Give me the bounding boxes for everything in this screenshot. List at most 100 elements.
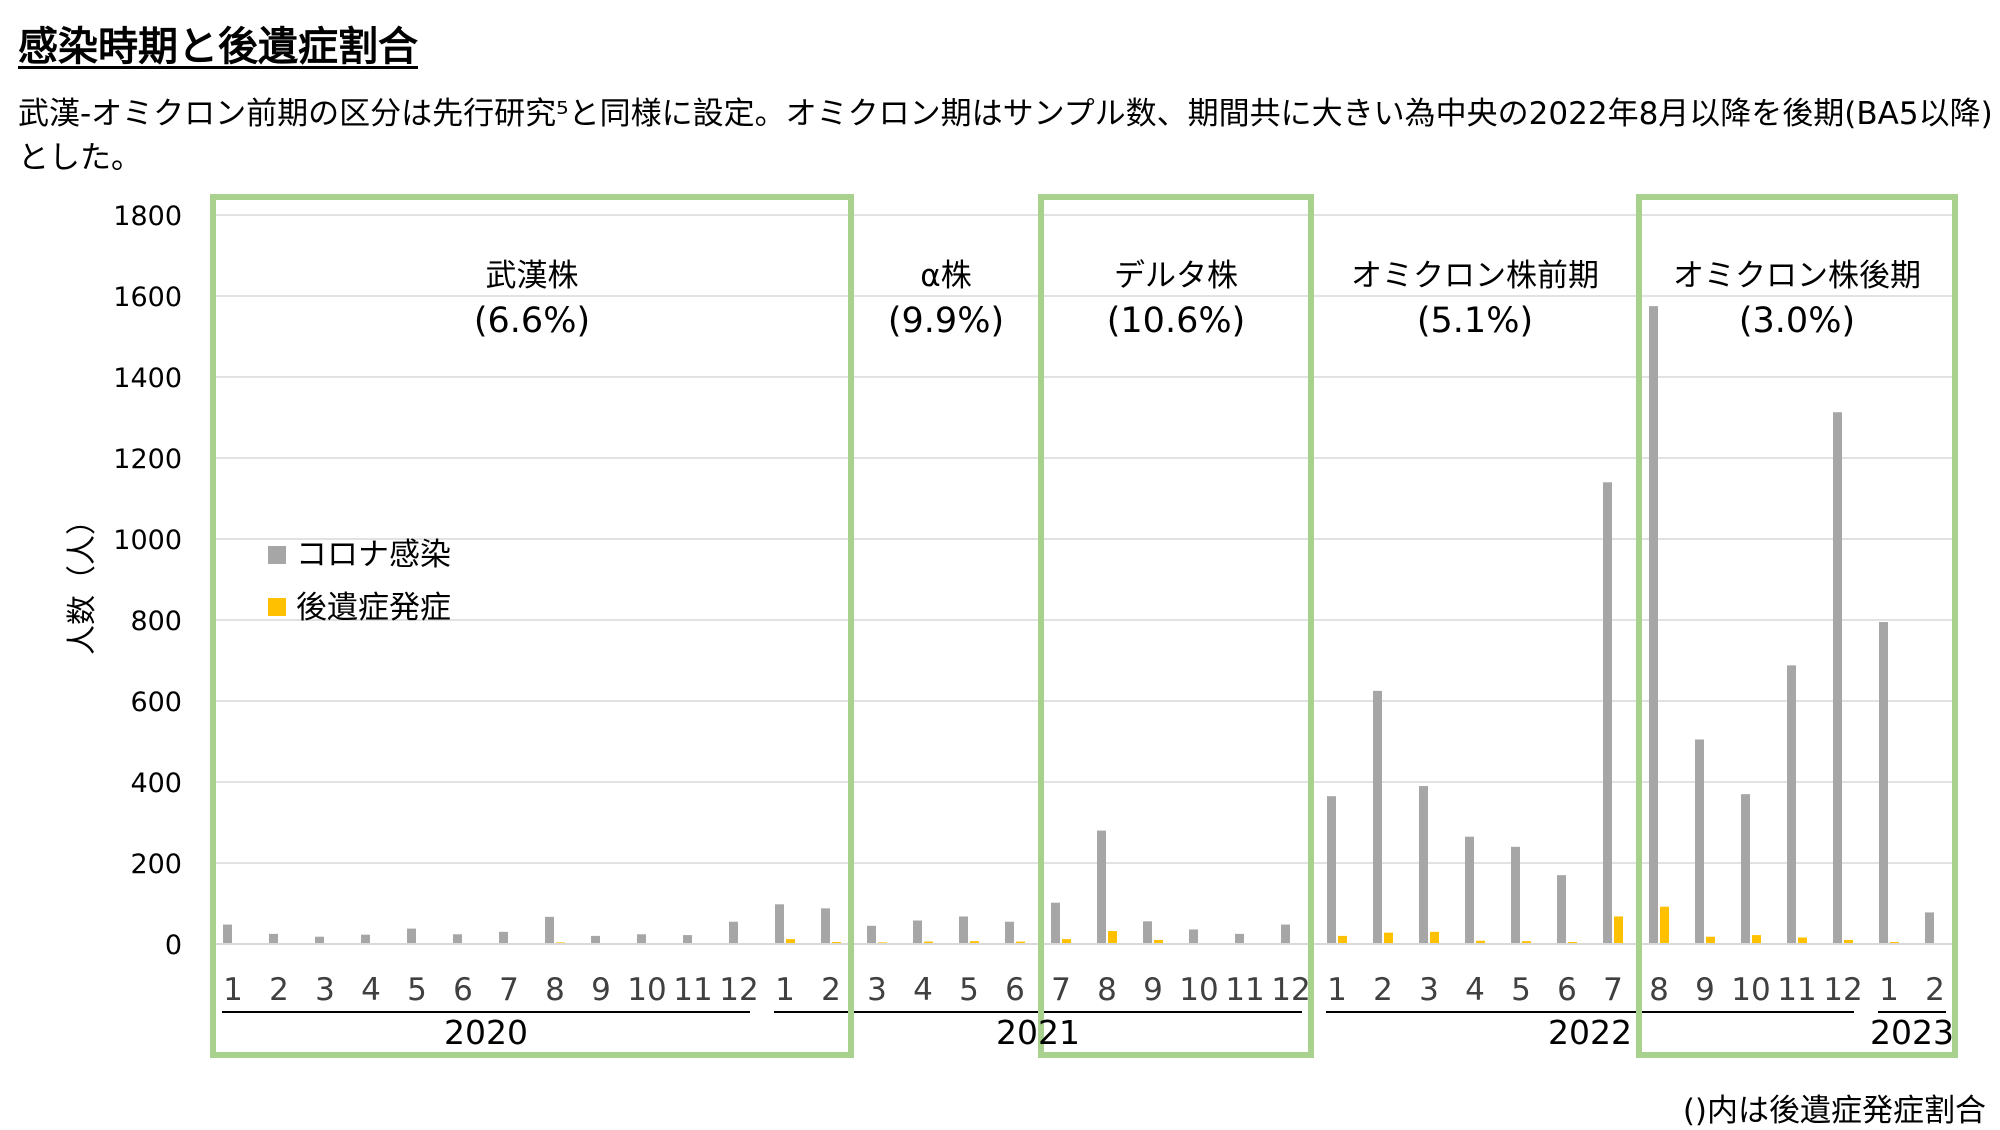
bar-long-covid (1476, 940, 1485, 944)
x-tick-label: 5 (959, 972, 979, 1008)
legend-label-long-covid: 後遺症発症 (296, 590, 451, 626)
bar-long-covid (1706, 936, 1715, 944)
x-tick-label: 3 (315, 972, 335, 1008)
bar-long-covid (1430, 931, 1439, 944)
x-tick-label: 2 (269, 972, 289, 1008)
period-rate: (6.6%) (474, 301, 590, 341)
bar-infection (1373, 690, 1382, 944)
x-tick-label: 11 (673, 972, 712, 1008)
x-tick-label: 9 (1143, 972, 1163, 1008)
x-tick-label: 5 (407, 972, 427, 1008)
bar-infection (1557, 875, 1566, 944)
x-tick-label: 4 (913, 972, 933, 1008)
bar-infection (499, 931, 508, 944)
x-tick-label: 10 (627, 972, 666, 1008)
bar-infection (1097, 830, 1106, 944)
bar-infection (223, 924, 232, 944)
bar-infection (821, 908, 830, 944)
x-tick-label: 7 (499, 972, 519, 1008)
bar-infection (545, 916, 554, 944)
footnote: ()内は後遺症発症割合 (1682, 1093, 1986, 1129)
y-tick-label: 1600 (113, 282, 182, 313)
x-tick-label: 2 (821, 972, 841, 1008)
y-tick-label: 1800 (113, 201, 182, 232)
period-box (1038, 194, 1314, 1058)
bar-long-covid (786, 939, 795, 944)
bar-long-covid (1338, 935, 1347, 944)
bar-long-covid (1154, 939, 1163, 944)
bar-infection (1281, 924, 1290, 944)
x-tick-label: 1 (1327, 972, 1347, 1008)
x-tick-label: 6 (1005, 972, 1025, 1008)
bar-infection (959, 916, 968, 944)
x-tick-label: 8 (1649, 972, 1669, 1008)
year-label: 2021 (996, 1013, 1080, 1052)
x-tick-label: 10 (1731, 972, 1770, 1008)
bar-infection (1143, 921, 1152, 944)
period-name: デルタ株 (1114, 258, 1238, 294)
x-tick-label: 10 (1179, 972, 1218, 1008)
period-rate: (3.0%) (1739, 301, 1855, 341)
page-title: 感染時期と後遺症割合 (18, 24, 418, 70)
bar-long-covid (1384, 932, 1393, 944)
bar-infection (1879, 622, 1888, 944)
year-label: 2020 (444, 1013, 528, 1052)
x-tick-label: 9 (1695, 972, 1715, 1008)
bar-infection (315, 936, 324, 944)
x-tick-label: 5 (1511, 972, 1531, 1008)
bar-infection (775, 904, 784, 944)
bar-infection (1419, 786, 1428, 944)
year-label: 2022 (1548, 1013, 1632, 1052)
period-box (210, 194, 854, 1058)
bar-long-covid (1062, 939, 1071, 944)
bar-infection (1051, 902, 1060, 944)
bar-infection (1005, 921, 1014, 944)
period-rate: (9.9%) (888, 301, 1004, 341)
x-tick-label: 11 (1225, 972, 1264, 1008)
bar-long-covid (1844, 939, 1853, 944)
bar-infection (361, 934, 370, 944)
bar-long-covid (1752, 935, 1761, 944)
bar-infection (591, 935, 600, 944)
legend-swatch-long-covid (268, 598, 286, 616)
bar-long-covid (924, 941, 933, 944)
y-tick-label: 1000 (113, 525, 182, 556)
bars (223, 306, 1934, 944)
bar-infection (1925, 912, 1934, 944)
bar-long-covid (1522, 941, 1531, 944)
legend-label-infection: コロナ感染 (296, 537, 451, 573)
bar-infection (913, 920, 922, 944)
bar-infection (683, 935, 692, 944)
bar-infection (1235, 933, 1244, 944)
x-tick-label: 12 (1823, 972, 1862, 1008)
x-tick-label: 4 (1465, 972, 1485, 1008)
y-tick-label: 600 (130, 687, 182, 718)
period-name: オミクロン株前期 (1351, 258, 1599, 294)
period-name: オミクロン株後期 (1673, 258, 1921, 294)
x-tick-label: 12 (1271, 972, 1310, 1008)
bar-infection (269, 933, 278, 944)
year-label: 2023 (1870, 1013, 1954, 1052)
bar-infection (637, 934, 646, 944)
x-tick-label: 9 (591, 972, 611, 1008)
y-tick-label: 0 (165, 930, 182, 961)
bar-long-covid (832, 941, 841, 944)
bar-infection (1695, 739, 1704, 944)
x-tick-label: 7 (1603, 972, 1623, 1008)
bar-long-covid (1798, 937, 1807, 944)
bar-long-covid (1660, 906, 1669, 944)
bar-long-covid (970, 941, 979, 944)
y-tick-label: 200 (130, 849, 182, 880)
bar-infection (407, 928, 416, 944)
bar-long-covid (1568, 941, 1577, 944)
y-tick-label: 400 (130, 768, 182, 799)
bar-infection (867, 925, 876, 944)
bar-infection (453, 934, 462, 944)
bar-infection (729, 921, 738, 944)
y-tick-label: 800 (130, 606, 182, 637)
x-tick-label: 8 (545, 972, 565, 1008)
page-subtitle: 武漢-オミクロン前期の区分は先行研究⁵と同様に設定。オミクロン期はサンプル数、期… (18, 96, 1993, 176)
